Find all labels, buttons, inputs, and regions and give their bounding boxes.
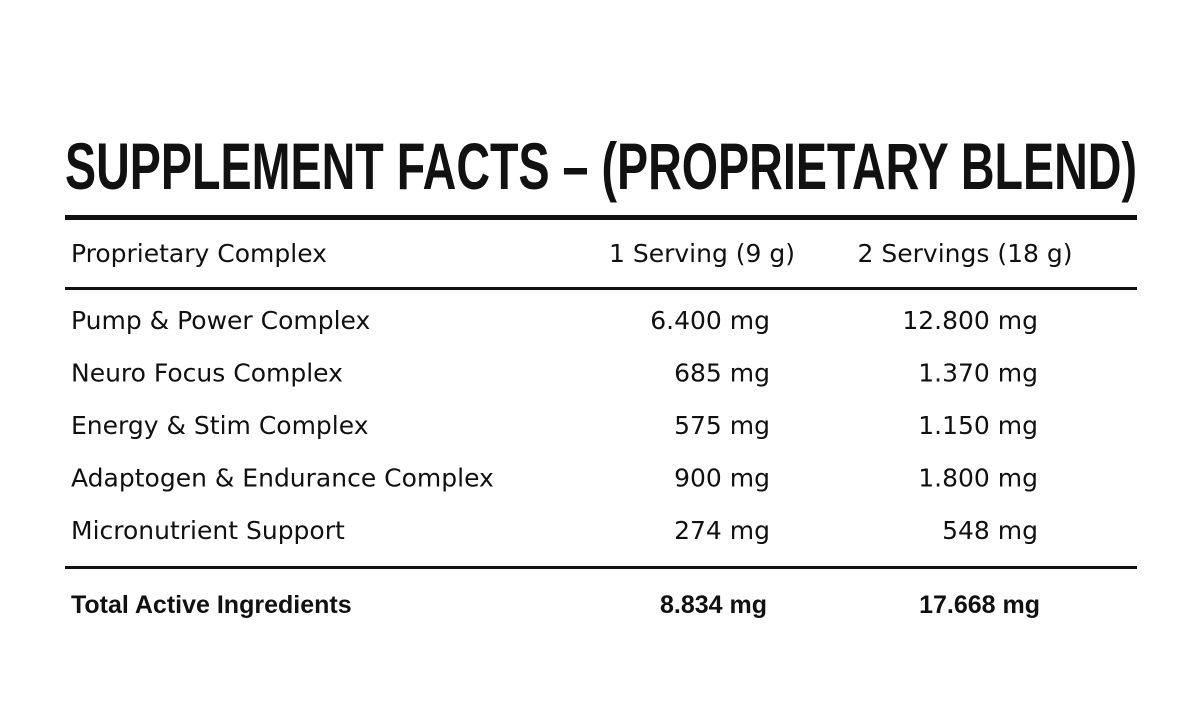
row-value: 900 mg — [674, 464, 770, 493]
rule-thick — [65, 215, 1137, 220]
row-value: 12.800 mg — [902, 306, 1038, 335]
rule — [65, 287, 1137, 290]
row-value: 6.400 mg — [650, 306, 770, 335]
header-cell: Proprietary Complex — [71, 239, 327, 268]
row-value: 548 mg — [942, 516, 1038, 545]
rule — [65, 566, 1137, 569]
row-value: 685 mg — [674, 359, 770, 388]
row-label: Micronutrient Support — [71, 516, 345, 545]
row-label: Adaptogen & Endurance Complex — [71, 464, 494, 493]
row-label: Neuro Focus Complex — [71, 359, 343, 388]
row-value: 1.150 mg — [918, 411, 1038, 440]
row-value: 1.800 mg — [918, 464, 1038, 493]
row-label: Pump & Power Complex — [71, 306, 370, 335]
row-value: 1.370 mg — [918, 359, 1038, 388]
total-value: 8.834 mg — [660, 591, 767, 619]
row-value: 274 mg — [674, 516, 770, 545]
header-cell: 1 Serving (9 g) — [609, 239, 795, 268]
row-label: Energy & Stim Complex — [71, 411, 369, 440]
title: SUPPLEMENT FACTS – (PROPRIETARY BLEND) — [65, 129, 1137, 203]
header-cell: 2 Servings (18 g) — [858, 239, 1073, 268]
row-value: 575 mg — [674, 411, 770, 440]
table: Proprietary Complex 1 Serving (9 g) 2 Serv… — [71, 239, 1072, 619]
total-value: 17.668 mg — [919, 591, 1040, 619]
total-label: Total Active Ingredients — [71, 591, 352, 619]
